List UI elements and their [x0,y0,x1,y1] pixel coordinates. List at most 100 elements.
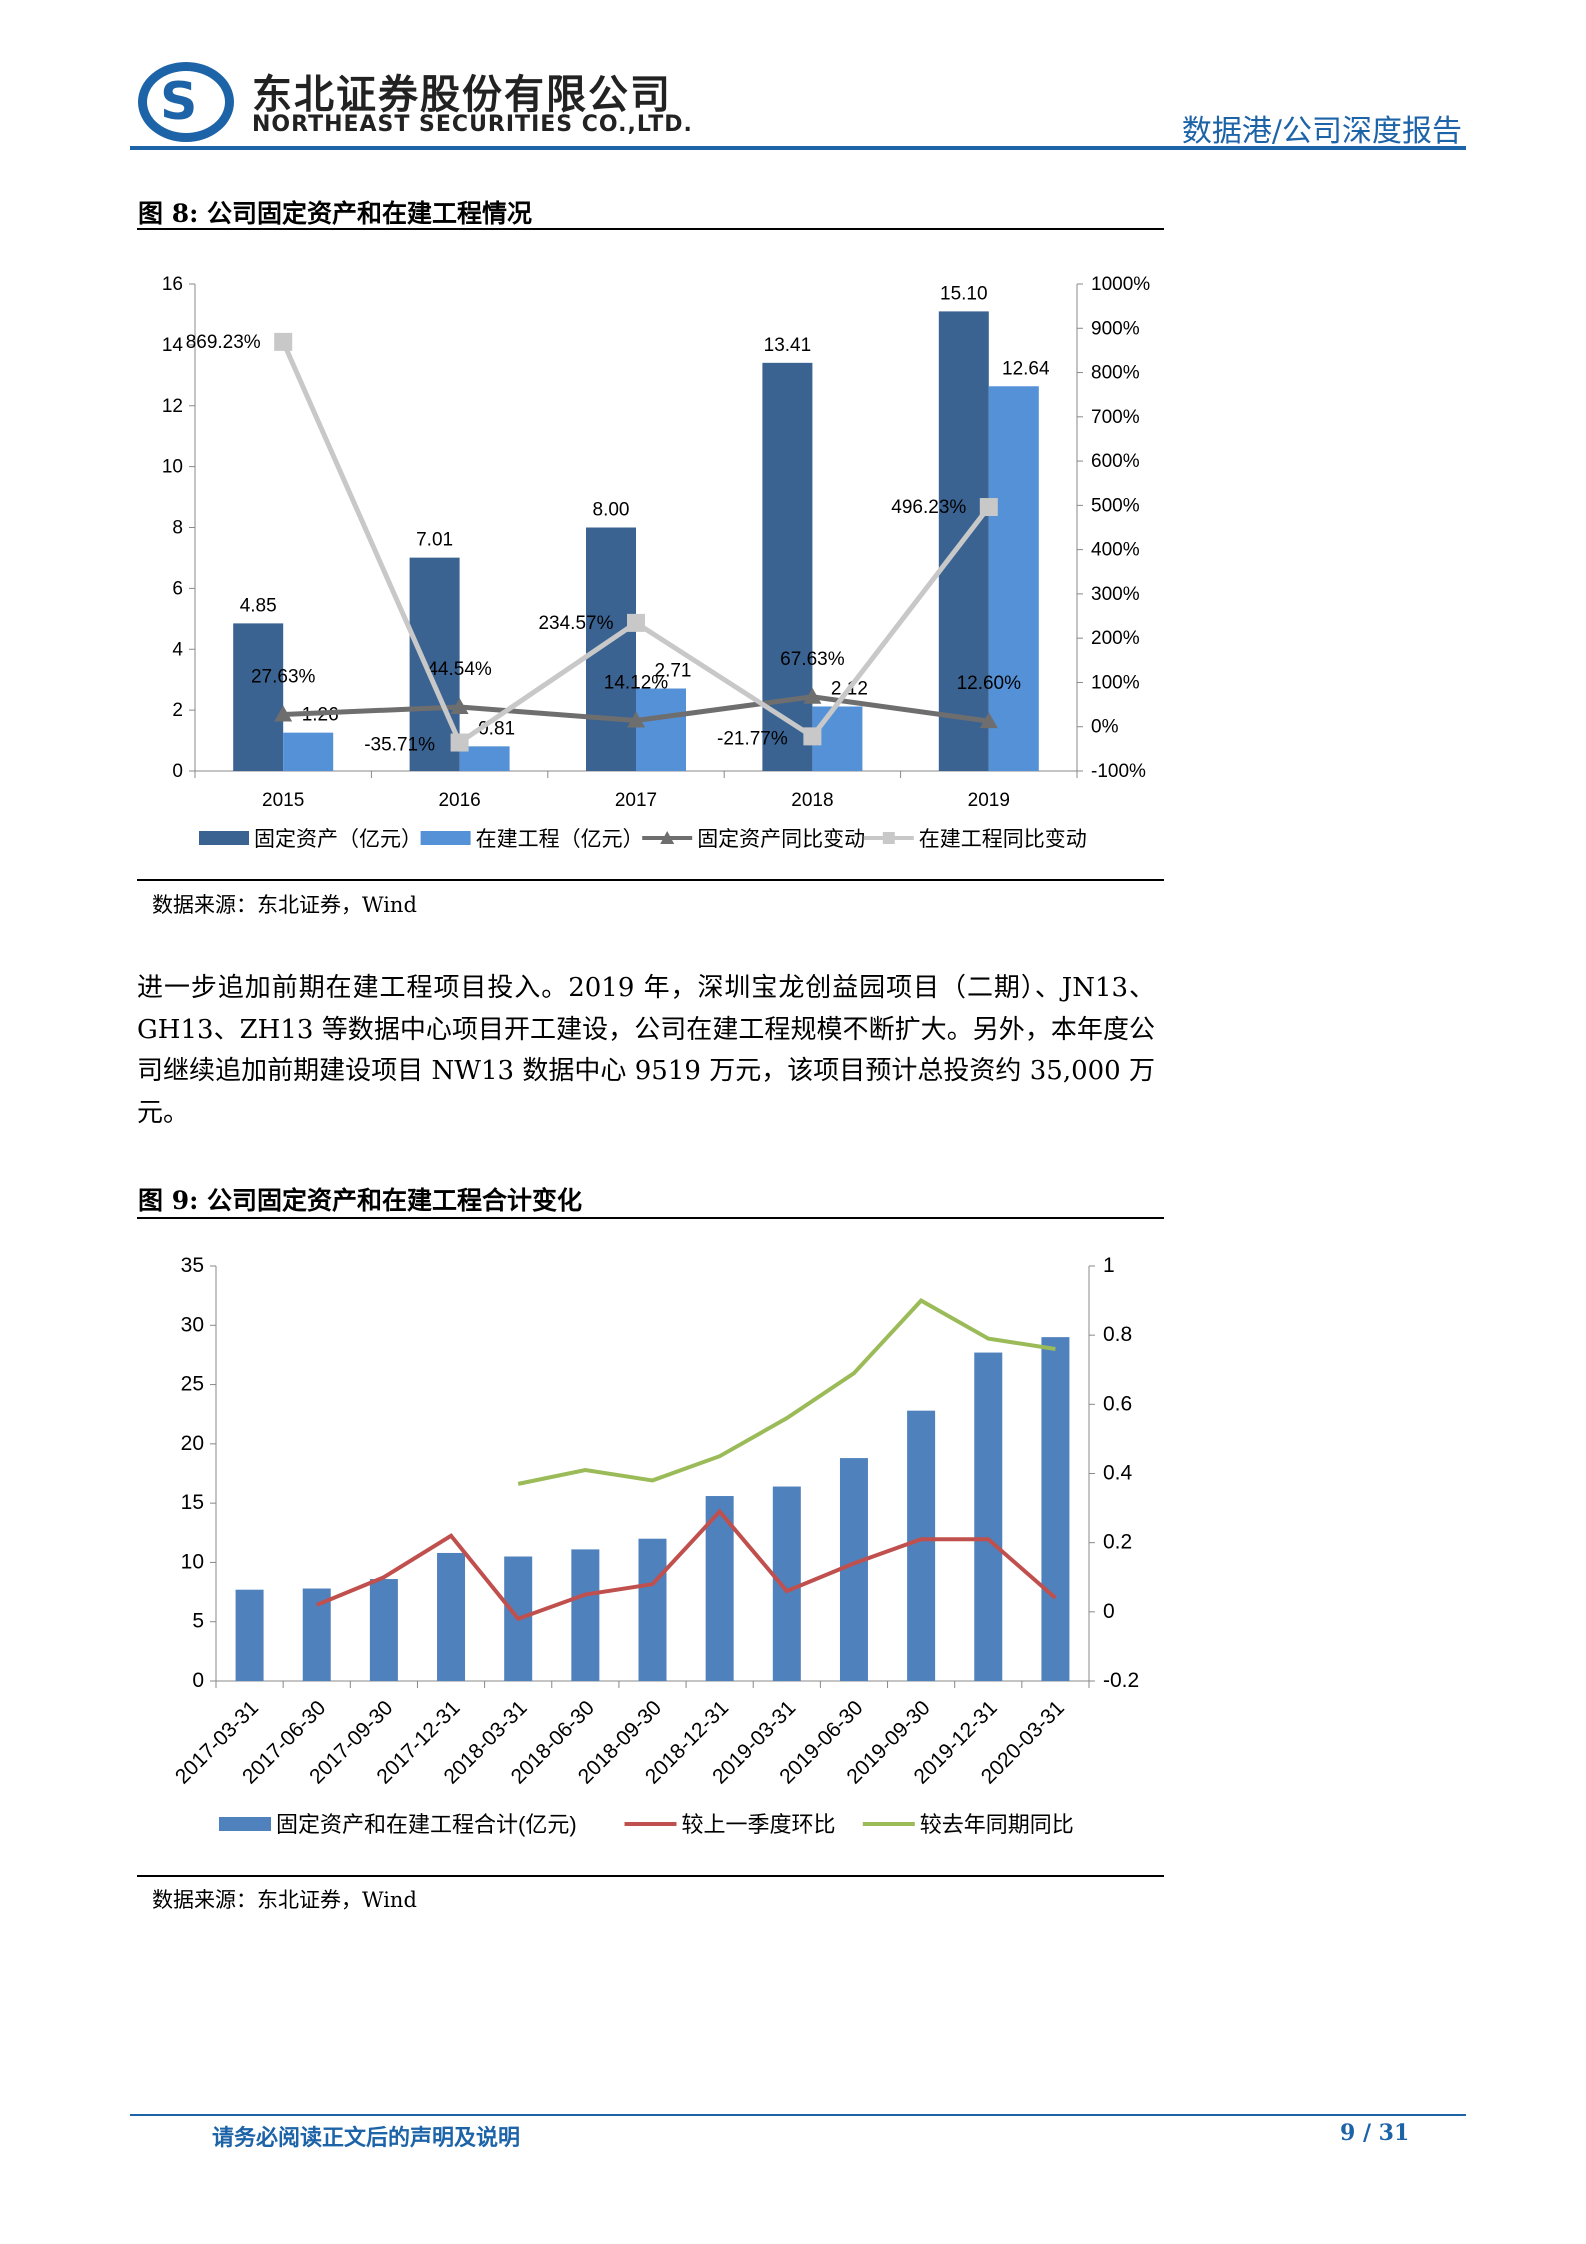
bar-data-label: 15.10 [940,283,988,304]
bar [437,1552,466,1681]
bar-data-label: 2.71 [655,661,692,682]
line-data-label: 67.63% [780,649,845,670]
left-tick-label: 10 [162,457,183,478]
left-tick-label: 0 [172,761,183,782]
bar-data-label: 4.85 [240,595,277,616]
line-marker-triangle [450,698,469,715]
report-type: 数据港/公司深度报告 [1181,114,1462,149]
bar [1041,1337,1070,1681]
legend-swatch-bar [199,831,249,845]
x-tick-label: 2017 [615,790,657,811]
bar [233,623,284,771]
bar-data-label: 7.01 [416,530,453,551]
bar [988,386,1039,771]
left-tick-label: 10 [181,1550,204,1573]
bar [283,732,334,771]
legend-swatch-bar [219,1817,271,1831]
figure9-top-rule [137,1217,1164,1219]
left-tick-label: 15 [181,1491,204,1514]
left-tick-label: 2 [172,700,183,721]
header-divider [130,146,1466,150]
right-tick-label: 500% [1091,495,1140,516]
series-line [517,1298,1056,1486]
company-logo-icon [138,62,234,142]
right-tick-label: 900% [1091,318,1140,339]
right-tick-label: 1 [1103,1254,1115,1277]
line-data-label: -35.71% [364,735,435,756]
line-marker-square [627,613,645,632]
line-marker-triangle [803,687,822,704]
figure8-source: 数据来源：东北证券，Wind [152,893,417,917]
legend-label: 较去年同期同比 [920,1812,1074,1837]
bar [974,1352,1003,1681]
figure9-chart: 05101520253035-0.200.20.40.60.812017-03-… [171,1254,1139,1837]
right-tick-label: 700% [1091,407,1140,428]
right-tick-label: 0.4 [1103,1462,1133,1485]
bar [369,1579,398,1681]
left-tick-label: 12 [162,396,183,417]
line-marker-square [274,332,293,351]
bar [638,1538,667,1681]
right-tick-label: 600% [1091,451,1140,472]
line-marker-square [450,733,469,752]
legend-label: 固定资产（亿元） [254,828,422,851]
right-tick-label: 100% [1091,672,1140,693]
x-tick-label: 2015 [262,790,304,811]
bar-data-label: 8.00 [593,500,630,521]
figure8-title: 图 8: 公司固定资产和在建工程情况 [138,199,533,228]
line-data-label: 12.60% [957,673,1022,694]
figure8-top-rule [137,228,1164,230]
legend-label: 较上一季度环比 [682,1812,836,1837]
line-marker-triangle [274,705,293,722]
bar [772,1486,801,1681]
bar [705,1496,734,1681]
legend-swatch-bar [420,831,471,845]
right-tick-label: 1000% [1091,274,1150,295]
x-tick-label: 2019 [968,790,1010,811]
right-tick-label: 0.6 [1103,1392,1132,1415]
x-tick-label: 2016 [438,790,480,811]
left-tick-label: 4 [172,639,183,660]
right-tick-label: 400% [1091,540,1140,561]
legend-label: 在建工程（亿元） [476,828,644,851]
right-tick-label: 300% [1091,584,1140,605]
footer-divider [130,2114,1466,2116]
line-data-label: 14.12% [604,672,669,693]
line-marker-triangle [979,712,998,729]
company-name-cn: 东北证券股份有限公司 [252,72,672,118]
left-tick-label: 30 [181,1313,204,1336]
figure9-title: 图 9: 公司固定资产和在建工程合计变化 [138,1186,583,1215]
page-number: 9 / 31 [1340,2120,1410,2146]
right-tick-label: 0.2 [1103,1531,1132,1554]
legend-label: 固定资产同比变动 [697,828,865,851]
line-marker-square [979,498,998,517]
bar [636,688,686,771]
left-tick-label: 20 [181,1432,204,1455]
right-tick-label: 800% [1091,363,1140,384]
company-name-en: NORTHEAST SECURITIES CO.,LTD. [252,112,693,137]
right-tick-label: 0 [1103,1600,1115,1623]
series-line [315,1508,1057,1622]
right-tick-label: -100% [1091,761,1146,782]
legend-marker-triangle [660,831,675,844]
left-tick-label: 6 [172,578,183,599]
line-marker-square [803,727,822,746]
legend-marker-square [882,832,895,844]
left-tick-label: 5 [192,1610,204,1633]
line-data-label: 869.23% [186,332,261,353]
left-tick-label: 0 [192,1669,204,1692]
legend-label: 在建工程同比变动 [919,828,1087,851]
line-marker-triangle [627,711,645,728]
left-tick-label: 35 [181,1254,204,1277]
figure8-chart: 0 2 4 6 8 10 12 14 16 -100% 0% 100% 200% 300% 400% 500%… [162,274,1150,851]
right-tick-label: 0% [1091,717,1119,738]
figure8-bottom-rule [137,879,1164,881]
figure9-source: 数据来源：东北证券，Wind [152,1888,417,1912]
left-tick-label: 25 [181,1373,204,1396]
bar [907,1410,936,1681]
bar-data-label: 13.41 [764,335,812,356]
left-tick-label: 16 [162,274,183,295]
left-tick-label: 14 [162,335,184,356]
line-data-label: 44.54% [427,659,492,680]
footer-disclaimer: 请务必阅读正文后的声明及说明 [212,2125,521,2151]
